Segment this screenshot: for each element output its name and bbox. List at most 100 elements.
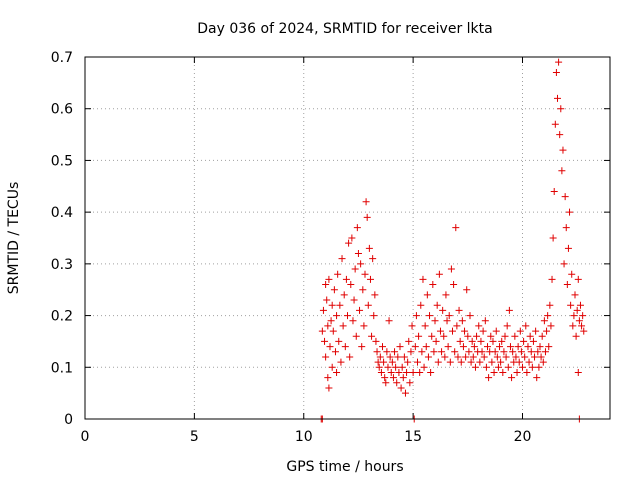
- data-point: [574, 368, 582, 376]
- grid: [85, 57, 610, 419]
- data-point: [535, 363, 543, 371]
- data-point: [428, 332, 436, 340]
- data-point: [441, 353, 449, 361]
- data-point: [555, 58, 563, 66]
- data-point: [533, 374, 541, 382]
- data-point: [327, 317, 335, 325]
- data-point: [322, 281, 330, 289]
- data-point: [579, 312, 587, 320]
- data-point: [512, 353, 520, 361]
- data-point: [377, 368, 385, 376]
- data-point: [375, 363, 383, 371]
- y-tick-label: 0.6: [51, 102, 73, 118]
- data-point: [497, 358, 505, 366]
- data-point: [400, 353, 408, 361]
- data-point: [324, 374, 332, 382]
- data-point: [462, 353, 470, 361]
- x-tick-label: 10: [295, 429, 313, 445]
- data-point: [479, 327, 487, 335]
- data-point: [434, 358, 442, 366]
- data-point: [430, 348, 438, 356]
- data-point: [464, 332, 472, 340]
- data-point: [371, 291, 379, 299]
- data-point: [543, 327, 551, 335]
- data-point: [473, 332, 481, 340]
- data-point: [471, 363, 479, 371]
- x-tick-label: 5: [190, 429, 199, 445]
- data-point: [503, 322, 511, 330]
- data-point: [329, 327, 337, 335]
- data-point: [394, 353, 402, 361]
- chart-title: Day 036 of 2024, SRMTID for receiver lkt…: [197, 21, 492, 37]
- data-point: [485, 374, 493, 382]
- data-point: [368, 332, 376, 340]
- data-point: [511, 332, 519, 340]
- data-point: [496, 343, 504, 351]
- data-point: [383, 348, 391, 356]
- data-point: [445, 312, 453, 320]
- data-point: [566, 208, 574, 216]
- data-point: [526, 332, 534, 340]
- data-point: [515, 358, 523, 366]
- data-point: [393, 379, 401, 387]
- data-point: [540, 317, 548, 325]
- data-point: [558, 167, 566, 175]
- data-point: [444, 343, 452, 351]
- data-point: [405, 337, 413, 345]
- data-point: [435, 270, 443, 278]
- data-point: [493, 353, 501, 361]
- x-axis-label: GPS time / hours: [286, 459, 403, 475]
- data-point: [563, 281, 571, 289]
- data-point: [360, 322, 368, 330]
- axis-ticks: 0 5 10 15 20 0 0.1 0.2 0.3 0.4 0.5 0.6 0.7: [51, 50, 610, 445]
- data-point: [420, 363, 428, 371]
- data-point: [362, 198, 370, 206]
- data-point: [342, 275, 350, 283]
- data-point: [326, 343, 334, 351]
- data-point: [492, 327, 500, 335]
- data-point: [330, 286, 338, 294]
- data-point: [455, 306, 463, 314]
- data-point: [513, 368, 521, 376]
- data-point: [356, 306, 364, 314]
- data-point: [358, 343, 366, 351]
- data-point: [423, 291, 431, 299]
- data-point: [482, 363, 490, 371]
- data-point: [499, 368, 507, 376]
- data-point: [521, 353, 529, 361]
- data-point: [457, 358, 465, 366]
- data-point: [389, 374, 397, 382]
- data-point: [568, 270, 576, 278]
- data-point: [494, 363, 502, 371]
- data-point: [359, 286, 367, 294]
- data-point: [575, 317, 583, 325]
- data-point: [354, 250, 362, 258]
- data-point: [477, 337, 485, 345]
- data-point: [431, 317, 439, 325]
- data-point: [508, 374, 516, 382]
- data-point: [488, 358, 496, 366]
- data-point: [506, 343, 514, 351]
- data-point: [475, 322, 483, 330]
- data-point: [550, 187, 558, 195]
- data-point: [532, 327, 540, 335]
- data-point: [446, 358, 454, 366]
- data-point: [331, 348, 339, 356]
- data-point: [350, 296, 358, 304]
- data-point: [372, 337, 380, 345]
- data-point: [443, 317, 451, 325]
- data-point: [365, 244, 373, 252]
- data-point: [433, 301, 441, 309]
- data-point: [528, 363, 536, 371]
- data-point: [380, 358, 388, 366]
- data-point: [370, 312, 378, 320]
- data-point: [379, 343, 386, 351]
- data-point: [560, 260, 568, 268]
- data-point: [345, 239, 353, 247]
- data-point: [382, 379, 390, 387]
- data-point: [500, 348, 508, 356]
- data-point: [509, 348, 517, 356]
- data-point: [404, 358, 412, 366]
- data-point: [384, 363, 392, 371]
- data-point: [419, 275, 427, 283]
